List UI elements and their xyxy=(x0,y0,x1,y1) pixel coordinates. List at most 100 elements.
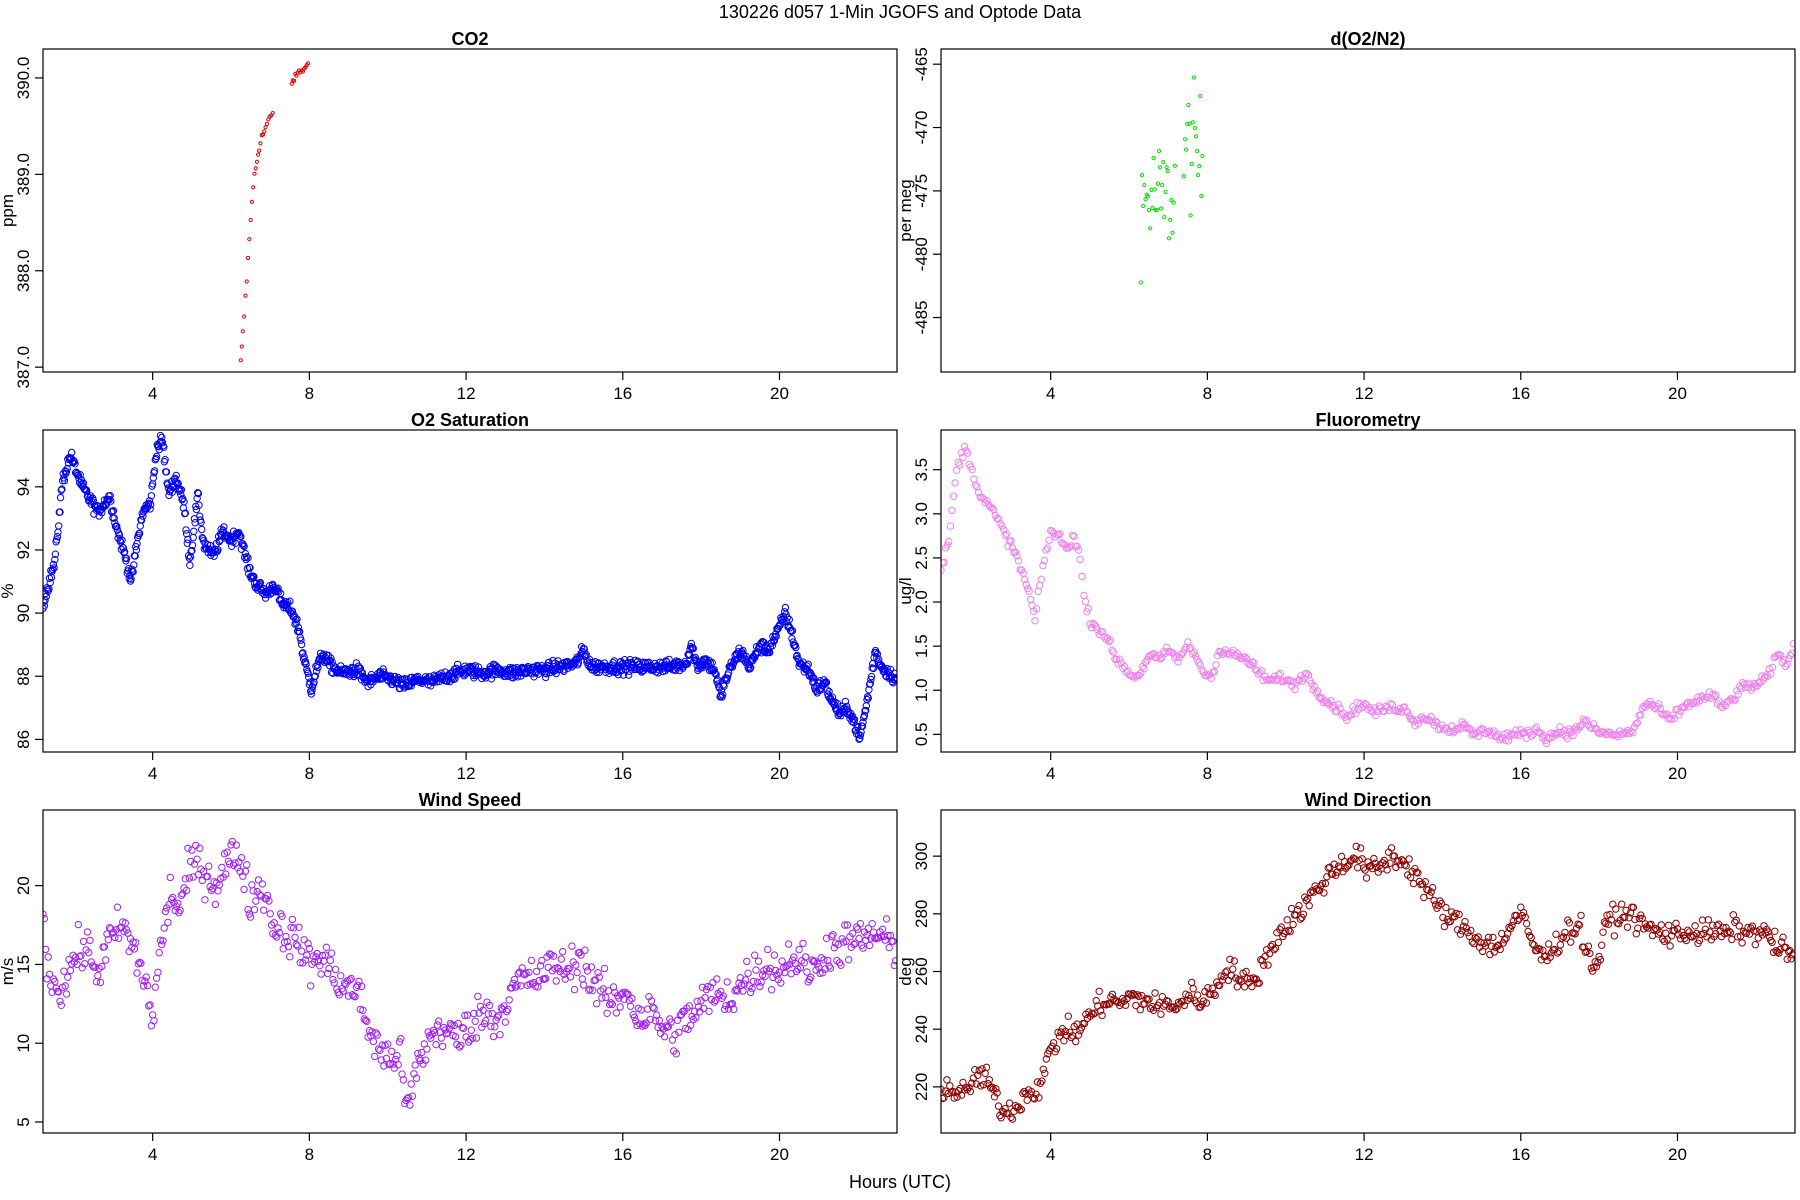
data-point xyxy=(1174,998,1183,1006)
data-point xyxy=(694,1003,703,1011)
data-point xyxy=(713,676,722,684)
data-point xyxy=(826,964,835,972)
data-point xyxy=(1141,203,1146,209)
data-point xyxy=(777,979,785,987)
data-point xyxy=(57,1001,65,1009)
panel-title-wspd: Wind Speed xyxy=(419,790,522,810)
data-point xyxy=(471,662,479,670)
data-point xyxy=(263,891,272,900)
data-point xyxy=(1241,653,1249,661)
y-tick-label: 0.5 xyxy=(912,723,931,747)
data-point xyxy=(1095,987,1103,995)
data-point xyxy=(308,683,317,691)
data-point xyxy=(1698,916,1707,924)
data-point xyxy=(1320,889,1328,897)
data-point xyxy=(342,980,350,988)
data-point xyxy=(1600,918,1609,926)
data-point xyxy=(685,650,694,658)
data-point xyxy=(1185,644,1194,653)
data-point xyxy=(346,976,354,984)
data-point xyxy=(166,873,175,882)
data-point xyxy=(329,975,337,984)
data-point xyxy=(514,673,522,681)
data-point xyxy=(966,1087,975,1096)
data-point xyxy=(293,615,301,623)
data-point xyxy=(240,329,245,334)
data-point xyxy=(1414,869,1422,877)
data-point xyxy=(1265,949,1274,958)
data-point xyxy=(553,964,562,972)
data-point xyxy=(1532,723,1541,731)
data-point xyxy=(411,1061,419,1069)
data-point xyxy=(1274,938,1283,947)
x-tick-label: 12 xyxy=(457,1145,476,1164)
data-point xyxy=(253,166,258,171)
data-point xyxy=(1287,904,1296,913)
data-point xyxy=(146,505,154,513)
data-point xyxy=(1635,914,1644,923)
data-point xyxy=(1527,933,1535,942)
data-point xyxy=(160,924,168,932)
data-point xyxy=(270,111,275,116)
data-point xyxy=(164,918,172,927)
data-point xyxy=(1714,920,1723,928)
x-tick-label: 16 xyxy=(613,764,632,783)
data-point xyxy=(407,682,415,690)
data-point xyxy=(1081,597,1090,606)
data-point xyxy=(1712,691,1720,699)
data-point xyxy=(354,981,362,989)
data-point xyxy=(752,966,760,974)
data-point xyxy=(297,636,305,644)
data-point xyxy=(665,655,673,664)
plot-frame-o2sat xyxy=(42,429,898,753)
data-point xyxy=(1574,920,1582,928)
data-point xyxy=(1731,696,1740,704)
data-point xyxy=(98,962,106,971)
data-point xyxy=(772,632,780,641)
data-point xyxy=(683,660,692,668)
data-point xyxy=(1728,935,1736,944)
data-point xyxy=(1136,1006,1145,1014)
x-tick-label: 16 xyxy=(1511,764,1530,783)
data-point xyxy=(46,578,54,587)
data-point xyxy=(761,972,769,980)
data-point xyxy=(243,553,251,561)
data-point xyxy=(1474,933,1482,941)
data-point xyxy=(792,643,800,652)
data-point xyxy=(1142,995,1150,1003)
y-axis-label-fluor: ug/l xyxy=(896,577,915,604)
data-point xyxy=(843,921,852,929)
data-point xyxy=(1188,978,1196,987)
data-point xyxy=(1169,198,1174,203)
data-point xyxy=(251,185,256,190)
data-point xyxy=(181,509,190,517)
data-point xyxy=(983,497,991,505)
data-point xyxy=(1074,546,1083,554)
data-point xyxy=(1240,983,1249,991)
data-point xyxy=(862,706,870,715)
data-point xyxy=(663,1023,671,1032)
data-point xyxy=(56,508,64,516)
data-point xyxy=(1008,1115,1017,1123)
data-point xyxy=(948,506,956,515)
data-point xyxy=(74,920,83,929)
data-point xyxy=(1135,992,1143,1001)
figure-title: 130226 d057 1-Min JGOFS and Optode Data xyxy=(719,2,1082,22)
data-point xyxy=(941,1094,948,1102)
data-point xyxy=(1174,658,1182,666)
data-point xyxy=(232,841,241,849)
data-point xyxy=(985,1076,993,1084)
data-point xyxy=(242,314,247,319)
data-point xyxy=(1271,944,1280,952)
chart-panel-co2: CO2 ppm 4 8 12 16 20 387.0 388.0 389.0 390.0 xyxy=(0,29,898,403)
data-point xyxy=(147,492,156,500)
data-point xyxy=(1610,932,1619,940)
x-tick-label: 12 xyxy=(1355,384,1374,403)
data-point xyxy=(713,975,721,983)
data-point xyxy=(941,558,948,567)
data-point xyxy=(1190,120,1195,125)
data-point xyxy=(946,522,955,530)
data-point xyxy=(327,654,335,662)
data-point xyxy=(504,1005,512,1014)
data-point xyxy=(468,1034,477,1043)
